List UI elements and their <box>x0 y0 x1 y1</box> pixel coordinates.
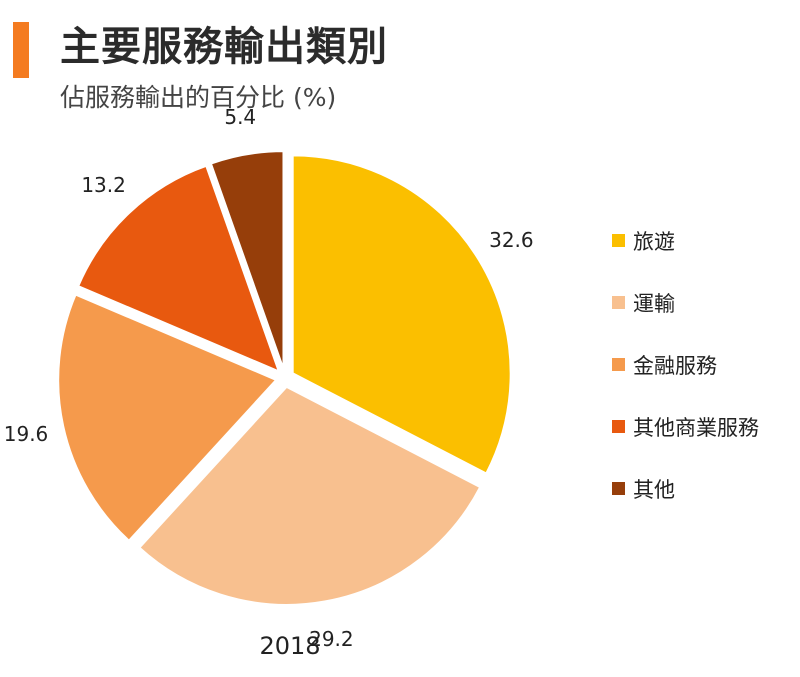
pie-slice-3 <box>76 164 281 374</box>
legend-swatch-1 <box>612 296 625 309</box>
legend-item-0: 旅遊 <box>612 225 759 256</box>
legend-item-4: 其他 <box>612 473 759 504</box>
pie-slice-2 <box>57 293 278 543</box>
legend-swatch-3 <box>612 420 625 433</box>
slice-value-label-4: 5.4 <box>224 105 256 129</box>
pie-slice-1 <box>137 385 482 606</box>
legend-label-0: 旅遊 <box>633 229 675 254</box>
slice-value-label-0: 32.6 <box>489 228 534 252</box>
slice-value-label-1: 29.2 <box>309 627 354 651</box>
year-label: 2018 <box>259 632 321 660</box>
pie-slice-0 <box>291 154 512 475</box>
legend-swatch-0 <box>612 234 625 247</box>
legend-item-1: 運輸 <box>612 287 759 318</box>
legend-label-2: 金融服務 <box>633 353 717 378</box>
chart-legend: 旅遊運輸金融服務其他商業服務 其他 <box>612 225 759 535</box>
legend-swatch-2 <box>612 358 625 371</box>
slice-value-label-2: 19.6 <box>4 422 49 446</box>
title-accent-bar <box>13 22 29 78</box>
legend-item-2: 金融服務 <box>612 349 759 380</box>
pie-slice-4 <box>209 150 285 370</box>
slice-value-label-3: 13.2 <box>81 173 126 197</box>
legend-label-1: 運輸 <box>633 291 675 316</box>
chart-title: 主要服務輸出類別 <box>60 24 388 70</box>
chart-subtitle: 佔服務輸出的百分比 (%) <box>60 83 337 112</box>
legend-item-3: 其他商業服務 <box>612 411 759 442</box>
legend-label-4: 其他 <box>633 477 675 502</box>
legend-label-3: 其他商業服務 <box>633 415 759 440</box>
legend-swatch-4 <box>612 482 625 495</box>
